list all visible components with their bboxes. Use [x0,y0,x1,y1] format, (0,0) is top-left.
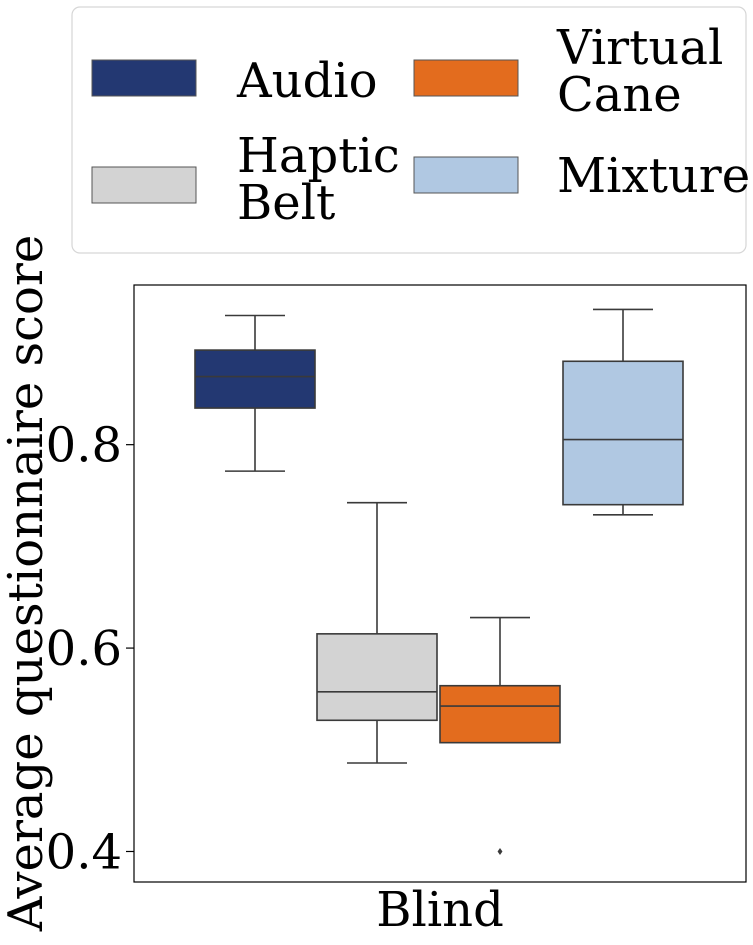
box-haptic-belt [316,501,438,764]
y-tick-label: 0.4 [46,824,122,880]
legend-item-audio: Audio [91,53,378,109]
box-audio [194,314,316,472]
iqr-box [439,684,561,744]
box-virtual-cane [439,616,561,855]
legend-swatch [91,166,197,204]
y-axis-label: Average questionnaire score [0,235,54,933]
y-tick-label: 0.6 [46,621,122,677]
legend-swatch [91,59,197,97]
legend-swatch [413,59,519,97]
y-tick-label: 0.8 [46,418,122,474]
legend-item-virtual-cane: Virtual Cane [413,20,723,123]
boxes-layer [194,308,684,855]
legend-label: Virtual Cane [556,20,723,123]
legend-label: Audio [236,53,378,109]
legend-label: Haptic Belt [237,128,400,231]
legend-item-mixture: Mixture [413,148,750,204]
legend-swatch [413,156,519,194]
outlier-point [497,847,503,855]
iqr-box [194,349,316,409]
legend-frame [71,6,747,254]
iqr-box [316,633,438,722]
box-mixture [562,308,684,516]
y-axis: 0.4 0.6 0.8 [46,418,134,880]
legend-label: Mixture [557,148,750,204]
x-tick-label-blind: Blind [376,882,504,938]
legend: Audio Virtual Cane Haptic Belt Mixture [91,20,750,231]
iqr-box [562,360,684,506]
legend-item-haptic-belt: Haptic Belt [91,128,400,231]
